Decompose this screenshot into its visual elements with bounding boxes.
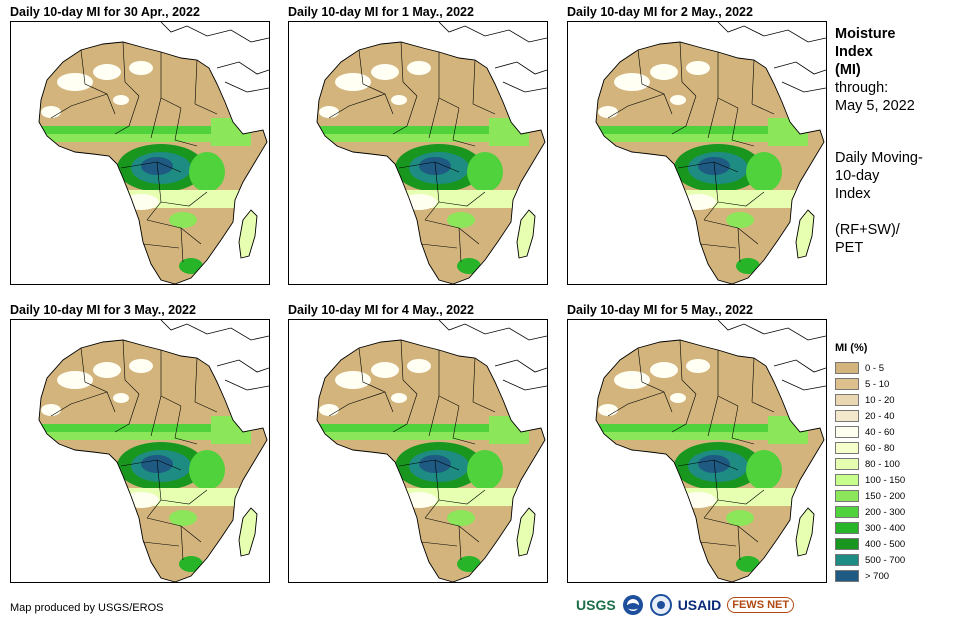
legend-label: 60 - 80 <box>865 442 895 454</box>
legend-swatch <box>835 506 859 518</box>
legend-label: 80 - 100 <box>865 458 900 470</box>
panel-title: Daily 10-day MI for 5 May., 2022 <box>567 303 753 317</box>
map-panel-4: Daily 10-day MI for 3 May., 2022 <box>10 303 270 583</box>
nasa-style-logo <box>649 594 672 616</box>
legend-swatch <box>835 378 859 390</box>
legend: MI (%) 0 - 5 5 - 10 10 - 20 20 - 40 40 - 60 6… <box>835 342 960 584</box>
map-panel-1: Daily 10-day MI for 30 Apr., 2022 <box>10 5 270 285</box>
legend-label: 500 - 700 <box>865 554 906 566</box>
legend-label: 200 - 300 <box>865 506 906 518</box>
legend-item: 10 - 20 <box>835 392 960 408</box>
index-title-line3: (MI) <box>835 62 861 78</box>
africa-map <box>567 319 827 583</box>
legend-label: 5 - 10 <box>865 378 890 390</box>
legend-item: 40 - 60 <box>835 424 960 440</box>
panel-title: Daily 10-day MI for 4 May., 2022 <box>288 303 474 317</box>
legend-swatch <box>835 426 859 438</box>
desc-line2: 10-day <box>835 168 880 184</box>
fews-net-logo: FEWS NET <box>727 597 795 613</box>
legend-item: > 700 <box>835 568 960 584</box>
africa-map <box>288 21 548 285</box>
legend-label: 400 - 500 <box>865 538 906 550</box>
noaa-logo <box>622 595 643 615</box>
legend-swatch <box>835 522 859 534</box>
index-title-line1: Moisture <box>835 26 896 42</box>
panel-title: Daily 10-day MI for 30 Apr., 2022 <box>10 5 200 19</box>
legend-item: 150 - 200 <box>835 488 960 504</box>
legend-item: 20 - 40 <box>835 408 960 424</box>
legend-label: 300 - 400 <box>865 522 906 534</box>
africa-map <box>567 21 827 285</box>
legend-label: 100 - 150 <box>865 474 906 486</box>
legend-swatch <box>835 490 859 502</box>
legend-swatch <box>835 474 859 486</box>
usaid-logo: USAID <box>677 597 722 613</box>
agency-logos: USGS USAID FEWS NET <box>576 594 795 616</box>
legend-label: 40 - 60 <box>865 426 895 438</box>
legend-swatch <box>835 410 859 422</box>
legend-label: 10 - 20 <box>865 394 895 406</box>
map-panel-5: Daily 10-day MI for 4 May., 2022 <box>288 303 548 583</box>
legend-item: 0 - 5 <box>835 360 960 376</box>
map-panel-6: Daily 10-day MI for 5 May., 2022 <box>567 303 827 583</box>
legend-swatch <box>835 442 859 454</box>
usgs-logo: USGS <box>576 597 616 613</box>
index-title-line2: Index <box>835 44 873 60</box>
legend-item: 100 - 150 <box>835 472 960 488</box>
legend-swatch <box>835 570 859 582</box>
legend-label: 20 - 40 <box>865 410 895 422</box>
panel-title: Daily 10-day MI for 3 May., 2022 <box>10 303 196 317</box>
legend-item: 400 - 500 <box>835 536 960 552</box>
index-description: Moisture Index (MI) through: May 5, 2022… <box>835 25 960 257</box>
through-label: through: <box>835 80 889 96</box>
formula-line1: (RF+SW)/ <box>835 222 900 238</box>
legend-swatch <box>835 362 859 374</box>
legend-item: 300 - 400 <box>835 520 960 536</box>
legend-label: 0 - 5 <box>865 362 885 374</box>
legend-label: > 700 <box>865 570 890 582</box>
panel-title: Daily 10-day MI for 2 May., 2022 <box>567 5 753 19</box>
legend-swatch <box>835 538 859 550</box>
desc-line3: Index <box>835 186 871 202</box>
legend-item: 500 - 700 <box>835 552 960 568</box>
map-panel-2: Daily 10-day MI for 1 May., 2022 <box>288 5 548 285</box>
desc-line1: Daily Moving- <box>835 150 923 166</box>
legend-title: MI (%) <box>835 342 868 354</box>
legend-item: 80 - 100 <box>835 456 960 472</box>
africa-map <box>10 21 270 285</box>
panel-title: Daily 10-day MI for 1 May., 2022 <box>288 5 474 19</box>
legend-swatch <box>835 394 859 406</box>
legend-item: 200 - 300 <box>835 504 960 520</box>
legend-label: 150 - 200 <box>865 490 906 502</box>
formula-line2: PET <box>835 240 864 256</box>
legend-swatch <box>835 458 859 470</box>
through-date: May 5, 2022 <box>835 98 915 114</box>
legend-swatch <box>835 554 859 566</box>
africa-map <box>10 319 270 583</box>
africa-map <box>288 319 548 583</box>
legend-item: 60 - 80 <box>835 440 960 456</box>
legend-item: 5 - 10 <box>835 376 960 392</box>
map-panel-3: Daily 10-day MI for 2 May., 2022 <box>567 5 827 285</box>
credit-text: Map produced by USGS/EROS <box>10 602 164 614</box>
